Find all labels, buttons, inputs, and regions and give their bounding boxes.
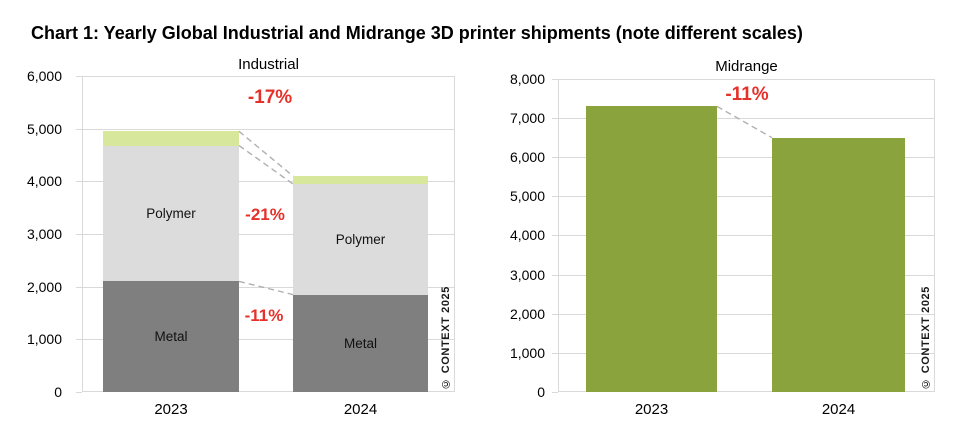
industrial-chart-title: Industrial (238, 56, 299, 73)
industrial-y-tick-label: 5,000 (26, 121, 62, 137)
industrial-x-category-label: 2024 (343, 401, 378, 418)
industrial-total-change-label: -17% (247, 87, 293, 108)
midrange-gridline (559, 275, 934, 276)
industrial-2023-metal-segment-label: Metal (154, 329, 188, 344)
midrange-y-tick-label: 0 (537, 384, 545, 400)
midrange-y-tick-label: 8,000 (509, 71, 545, 87)
industrial-y-axis-tick (76, 129, 82, 130)
industrial-y-tick-label: 6,000 (26, 68, 62, 84)
copyright-notice-industrial: © CONTEXT 2025 (440, 286, 452, 390)
industrial-2023-polymer-segment-label: Polymer (146, 206, 196, 221)
industrial-2024-polymer-segment: Polymer (293, 184, 428, 295)
industrial-y-tick-label: 0 (54, 384, 62, 400)
industrial-metal-change-label: -11% (244, 306, 284, 325)
midrange-y-axis-tick (552, 118, 558, 119)
industrial-gridline (83, 234, 454, 235)
industrial-2024-metal-segment-label: Metal (343, 336, 377, 351)
midrange-y-axis-tick (552, 79, 558, 80)
industrial-y-axis-tick (76, 339, 82, 340)
industrial-y-axis-tick (76, 287, 82, 288)
industrial-2024-metal-segment: Metal (293, 295, 428, 392)
midrange-y-tick-label: 6,000 (509, 149, 545, 165)
midrange-gridline (559, 314, 934, 315)
midrange-y-tick-label: 3,000 (509, 267, 545, 283)
midrange-y-axis-tick (552, 196, 558, 197)
industrial-y-tick-label: 4,000 (26, 173, 62, 189)
midrange-y-tick-label: 2,000 (509, 306, 545, 322)
industrial-y-tick-label: 1,000 (26, 331, 62, 347)
midrange-y-tick-label: 4,000 (509, 227, 545, 243)
industrial-x-category-label: 2023 (154, 401, 188, 418)
midrange-y-axis-tick (552, 314, 558, 315)
midrange-gridline (559, 157, 934, 158)
midrange-chart-title: Midrange (715, 58, 778, 75)
midrange-x-category-label: 2023 (634, 401, 669, 418)
industrial-2024-polymer-segment-label: Polymer (335, 232, 386, 247)
industrial-polymer-change-label: -21% (245, 205, 285, 224)
industrial-y-axis-tick (76, 181, 82, 182)
industrial-2023-top-segment (103, 131, 239, 146)
midrange-y-tick-label: 1,000 (509, 345, 545, 361)
industrial-2023-metal-segment: Metal (103, 281, 239, 392)
industrial-y-tick-label: 3,000 (26, 226, 62, 242)
midrange-gridline (559, 196, 934, 197)
midrange-y-axis-tick (552, 275, 558, 276)
midrange-2024-bar (772, 138, 905, 392)
midrange-gridline (559, 235, 934, 236)
industrial-2023-polymer-segment: Polymer (103, 146, 239, 281)
industrial-gridline (83, 129, 454, 130)
industrial-y-axis-tick (76, 392, 82, 393)
copyright-notice-midrange: © CONTEXT 2025 (920, 286, 932, 390)
figure-title: Chart 1: Yearly Global Industrial and Mi… (31, 23, 803, 43)
midrange-y-axis-tick (552, 157, 558, 158)
industrial-y-tick-label: 2,000 (26, 279, 62, 295)
midrange-y-tick-label: 5,000 (509, 188, 545, 204)
midrange-x-category-label: 2024 (821, 401, 856, 418)
midrange-y-axis-tick (552, 235, 558, 236)
midrange-gridline (559, 353, 934, 354)
industrial-2024-top-segment (293, 176, 428, 184)
midrange-total-change-label: -11% (725, 84, 769, 105)
industrial-y-axis-tick (76, 76, 82, 77)
industrial-gridline (83, 339, 454, 340)
industrial-y-axis-tick (76, 234, 82, 235)
midrange-2023-bar (586, 106, 717, 392)
midrange-y-axis-tick (552, 353, 558, 354)
midrange-y-axis-tick (552, 392, 558, 393)
midrange-y-tick-label: 7,000 (509, 110, 545, 126)
